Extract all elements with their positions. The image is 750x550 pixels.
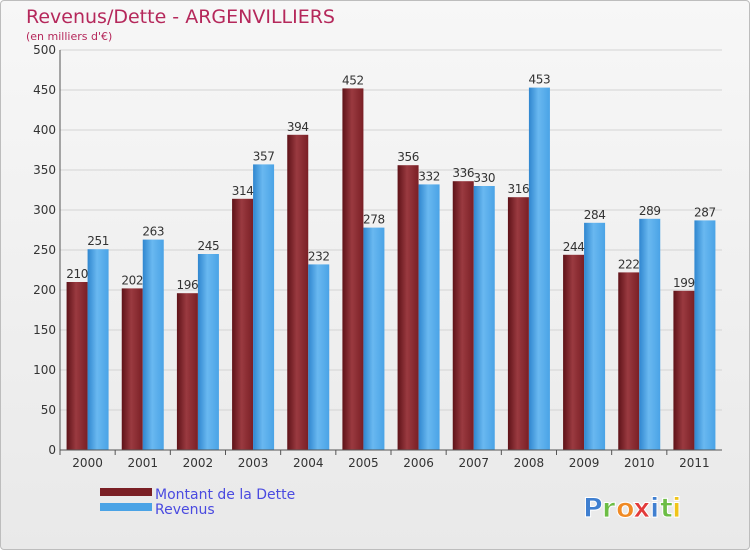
bars (66, 87, 716, 451)
x-tick-label: 2006 (403, 456, 434, 470)
y-tick-label: 350 (33, 163, 56, 177)
y-tick-label: 500 (33, 43, 56, 57)
x-tick-label: 2011 (679, 456, 710, 470)
bar-revenue (197, 254, 219, 450)
bar-debt (342, 88, 364, 451)
logo-letter: o (616, 493, 635, 524)
data-label: 356 (397, 150, 419, 164)
y-axis-ticks: 0 50 100 150 200 250 300 350 400 450 500 (33, 43, 56, 457)
x-tick-label: 2009 (569, 456, 600, 470)
bar-debt (287, 134, 309, 451)
bar-debt (66, 282, 88, 450)
chart-title: Revenus/Dette - ARGENVILLIERS (26, 6, 335, 28)
logo-letter: t (660, 493, 673, 524)
data-label: 196 (177, 278, 199, 292)
bar-debt (507, 197, 529, 450)
y-tick-label: 300 (33, 203, 56, 217)
bar-revenue (87, 249, 109, 450)
data-label: 251 (87, 234, 109, 248)
legend-label-revenue: Revenus (155, 502, 215, 518)
data-label: 357 (253, 149, 275, 163)
data-label: 314 (232, 184, 254, 198)
x-tick-label: 2005 (348, 456, 379, 470)
bar-revenue (253, 164, 275, 450)
y-tick-label: 450 (33, 83, 56, 97)
x-tick-label: 2003 (238, 456, 269, 470)
logo-letter: x (633, 493, 650, 524)
data-label: 263 (142, 225, 164, 239)
y-tick-label: 150 (33, 323, 56, 337)
bar-revenue (418, 184, 440, 450)
data-labels: 210 251 202 263 196 245 314 357 394 232 452 278 356 3… (66, 73, 716, 293)
data-label: 394 (287, 120, 309, 134)
y-tick-label: 0 (48, 443, 56, 457)
x-tick-label: 2010 (624, 456, 655, 470)
data-label: 453 (529, 73, 551, 87)
data-label: 316 (508, 182, 530, 196)
logo-letter: r (602, 493, 616, 524)
y-tick-label: 100 (33, 363, 56, 377)
bar-debt (618, 272, 640, 450)
bar-revenue (142, 239, 164, 450)
bar-debt (176, 293, 198, 450)
legend-swatch-debt (100, 488, 152, 496)
bar-revenue (694, 220, 716, 450)
data-label: 289 (639, 204, 661, 218)
bar-revenue (584, 222, 606, 450)
legend-label-debt: Montant de la Dette (155, 487, 295, 503)
data-label: 245 (198, 239, 220, 253)
x-tick-label: 2002 (183, 456, 214, 470)
data-label: 336 (452, 166, 474, 180)
bar-debt (452, 181, 474, 450)
x-tick-label: 2001 (127, 456, 158, 470)
bar-debt (397, 165, 419, 450)
legend-swatch-revenue (100, 503, 152, 511)
data-label: 222 (618, 257, 640, 271)
data-label: 284 (584, 208, 606, 222)
bar-revenue (473, 186, 495, 450)
logo-letter: i (650, 493, 659, 524)
bar-revenue (639, 218, 661, 450)
y-tick-label: 250 (33, 243, 56, 257)
logo-letter: i (672, 493, 681, 524)
data-label: 278 (363, 213, 385, 227)
axes (59, 50, 722, 451)
chart-subtitle: (en milliers d'€) (26, 30, 112, 43)
x-tick-label: 2008 (514, 456, 545, 470)
data-label: 452 (342, 73, 364, 87)
data-label: 330 (473, 171, 495, 185)
bar-debt (232, 198, 254, 450)
data-label: 287 (694, 205, 716, 219)
data-label: 232 (308, 249, 330, 263)
data-label: 202 (121, 273, 143, 287)
x-tick-label: 2004 (293, 456, 324, 470)
bar-revenue (363, 227, 385, 450)
data-label: 210 (66, 267, 88, 281)
data-label: 332 (418, 169, 440, 183)
bar-debt (673, 290, 695, 450)
bar-revenue (308, 264, 330, 450)
x-tick-label: 2000 (72, 456, 103, 470)
data-label: 199 (673, 276, 695, 290)
y-tick-label: 50 (41, 403, 56, 417)
data-label: 244 (563, 240, 585, 254)
logo-letter: P (583, 493, 603, 524)
bar-debt (121, 288, 143, 450)
y-tick-label: 400 (33, 123, 56, 137)
y-tick-label: 200 (33, 283, 56, 297)
bar-debt (563, 254, 585, 450)
x-axis-ticks: 2000 2001 2002 2003 2004 2005 2006 2007 2008 2009… (59, 450, 710, 470)
legend: Montant de la Dette Revenus (100, 487, 295, 518)
x-tick-label: 2007 (458, 456, 489, 470)
bar-revenue (528, 87, 550, 450)
